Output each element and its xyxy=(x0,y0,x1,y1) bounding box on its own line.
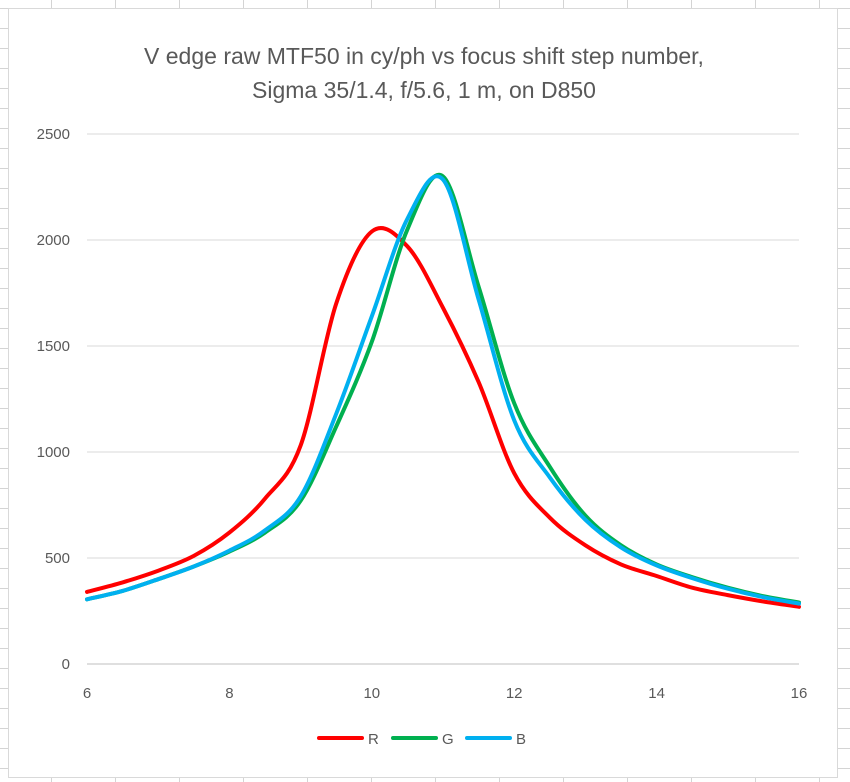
y-tick-label: 1000 xyxy=(37,444,70,461)
series-line-b xyxy=(85,174,801,606)
series-line-g xyxy=(85,172,801,605)
x-tick-label: 8 xyxy=(225,685,233,702)
x-axis-labels: 6 8 10 12 14 16 xyxy=(83,685,808,702)
series-line-r xyxy=(85,226,801,609)
x-tick-label: 16 xyxy=(791,685,808,702)
y-tick-label: 2500 xyxy=(37,126,70,143)
y-tick-label: 2000 xyxy=(37,232,70,249)
y-tick-label: 500 xyxy=(45,550,70,567)
x-tick-label: 12 xyxy=(506,685,523,702)
chart-svg: V edge raw MTF50 in cy/ph vs focus shift… xyxy=(37,43,808,748)
x-tick-label: 14 xyxy=(648,685,665,702)
gridlines xyxy=(87,133,799,665)
y-tick-label: 0 xyxy=(62,656,70,673)
y-tick-label: 1500 xyxy=(37,338,70,355)
y-axis-labels: 0 500 1000 1500 2000 2500 xyxy=(37,126,70,673)
chart-title: V edge raw MTF50 in cy/ph vs focus shift… xyxy=(144,43,704,69)
plot-series xyxy=(85,172,801,609)
legend-label-g: G xyxy=(442,731,454,748)
x-tick-label: 6 xyxy=(83,685,91,702)
legend-label-r: R xyxy=(368,731,379,748)
chart-area[interactable]: V edge raw MTF50 in cy/ph vs focus shift… xyxy=(8,8,838,778)
x-tick-label: 10 xyxy=(363,685,380,702)
chart-subtitle: Sigma 35/1.4, f/5.6, 1 m, on D850 xyxy=(252,77,596,103)
legend-label-b: B xyxy=(516,731,526,748)
